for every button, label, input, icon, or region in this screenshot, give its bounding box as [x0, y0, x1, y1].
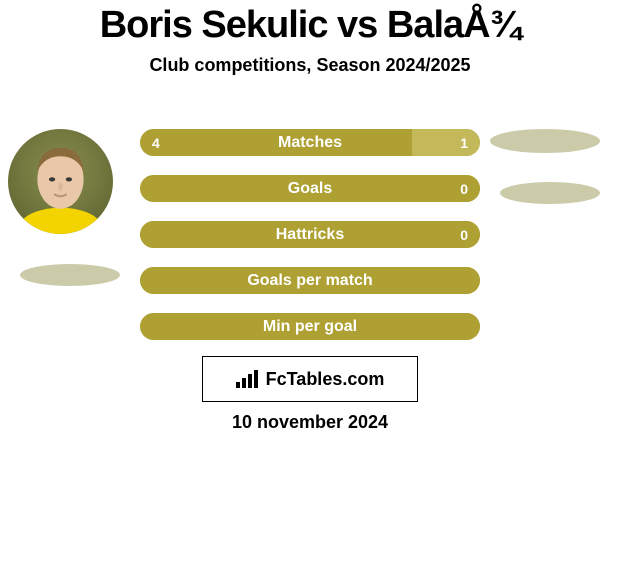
stat-row: Hattricks0 [140, 221, 480, 248]
stat-row: Min per goal [140, 313, 480, 340]
stat-row: Matches4 1 [140, 129, 480, 156]
stat-value-right: 1 [460, 129, 468, 156]
stat-label: Min per goal [140, 313, 480, 340]
stat-row: Goals per match [140, 267, 480, 294]
player-left-shadow [20, 264, 120, 286]
fctables-logo: FcTables.com [202, 356, 418, 402]
stat-label: Matches [140, 129, 480, 156]
stats-bars: Matches41Goals0Hattricks0Goals per match… [140, 129, 480, 359]
stat-value-right: 0 [460, 221, 468, 248]
stat-label: Goals [140, 175, 480, 202]
stat-row: Goals0 [140, 175, 480, 202]
bar-chart-icon [236, 370, 260, 388]
date-label: 10 november 2024 [0, 412, 620, 433]
player-right-placeholder [490, 129, 600, 153]
stat-label: Hattricks [140, 221, 480, 248]
stat-label: Goals per match [140, 267, 480, 294]
stat-value-right: 0 [460, 175, 468, 202]
player-left-avatar [8, 129, 113, 234]
player-right-shadow [500, 182, 600, 204]
page-title: Boris Sekulic vs BalaÅ¾ [0, 4, 620, 47]
stat-value-left: 4 [152, 129, 160, 156]
page-subtitle: Club competitions, Season 2024/2025 [0, 55, 620, 76]
logo-text: FcTables.com [266, 369, 385, 390]
